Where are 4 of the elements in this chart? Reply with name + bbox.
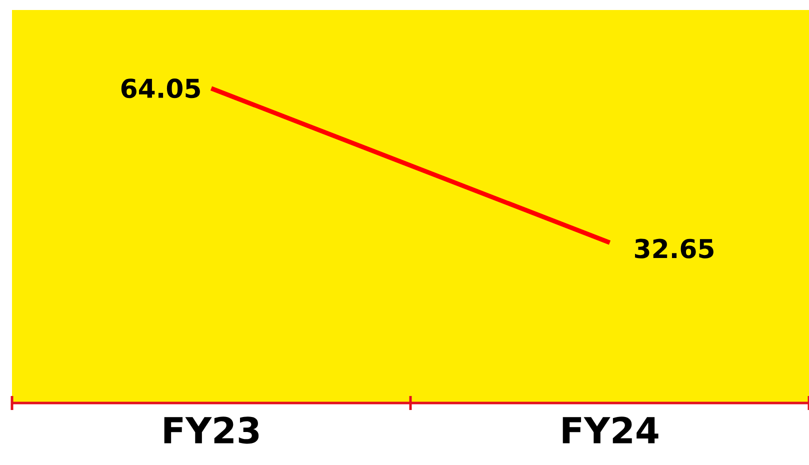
x-tick-label: FY23: [164, 416, 259, 444]
x-tick-label: FY24: [562, 416, 658, 444]
data-label: 64.05: [121, 78, 200, 98]
data-label: 32.65: [635, 238, 714, 258]
